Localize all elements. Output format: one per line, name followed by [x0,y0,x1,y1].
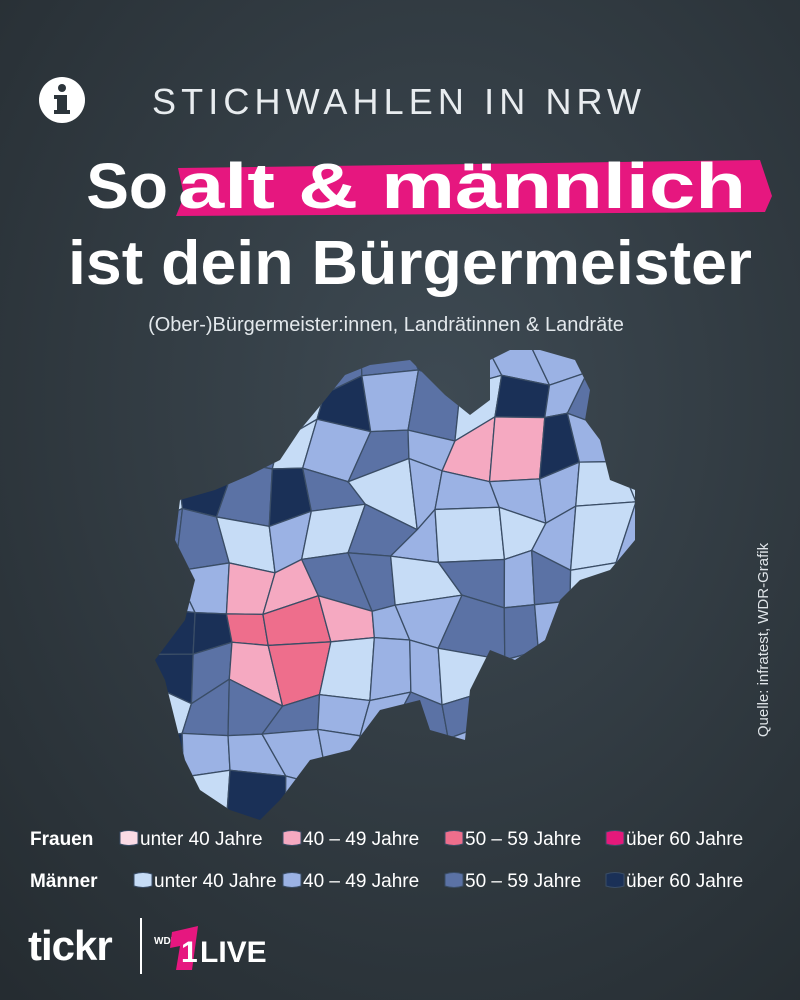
highlight-brush [176,160,772,216]
legend-group-label: Männer [30,871,98,892]
source: Quelle: infratest, WDR-Grafik [755,542,772,737]
map-region [503,549,536,609]
legend-swatch [119,830,139,846]
partner-name: LIVE [200,936,267,969]
legend-item-label: über 60 Jahre [626,871,743,892]
info-icon [39,77,85,123]
headline-highlight: alt & männlich [178,150,746,222]
partner-shape [170,926,198,970]
legend-swatch [282,830,302,846]
legend-swatch [444,872,464,888]
map-region [488,416,546,483]
legend-group-label: Frauen [30,829,93,850]
legend-swatch [133,872,153,888]
legend-item-label: 40 – 49 Jahre [303,829,419,850]
divider [140,918,142,974]
legend-swatch [605,872,625,888]
legend-item-label: 50 – 59 Jahre [465,871,581,892]
legend-swatch [444,830,464,846]
headline-prefix: So [86,150,168,222]
legend-swatch [605,830,625,846]
map-region [369,636,412,702]
legend-item-label: über 60 Jahre [626,829,743,850]
partner-number: 1 [181,936,198,969]
partner-small: WDR [154,936,179,947]
brand-logo: tickr [28,922,112,969]
headline-line2: ist dein Bürgermeister [68,229,752,298]
map-region [434,506,506,564]
legend-swatch [282,872,302,888]
legend-item-label: unter 40 Jahre [154,871,277,892]
legend-item-label: 50 – 59 Jahre [465,829,581,850]
legend: Frauen unter 40 Jahre 40 – 49 Jahre 50 – 59… [30,829,743,892]
kicker: STICHWAHLEN IN NRW [152,81,644,122]
legend-item-label: 40 – 49 Jahre [303,871,419,892]
legend-item-label: unter 40 Jahre [140,829,263,850]
map-region [225,613,269,647]
subtitle: (Ober-)Bürgermeister:innen, Landrätinnen… [148,314,624,336]
